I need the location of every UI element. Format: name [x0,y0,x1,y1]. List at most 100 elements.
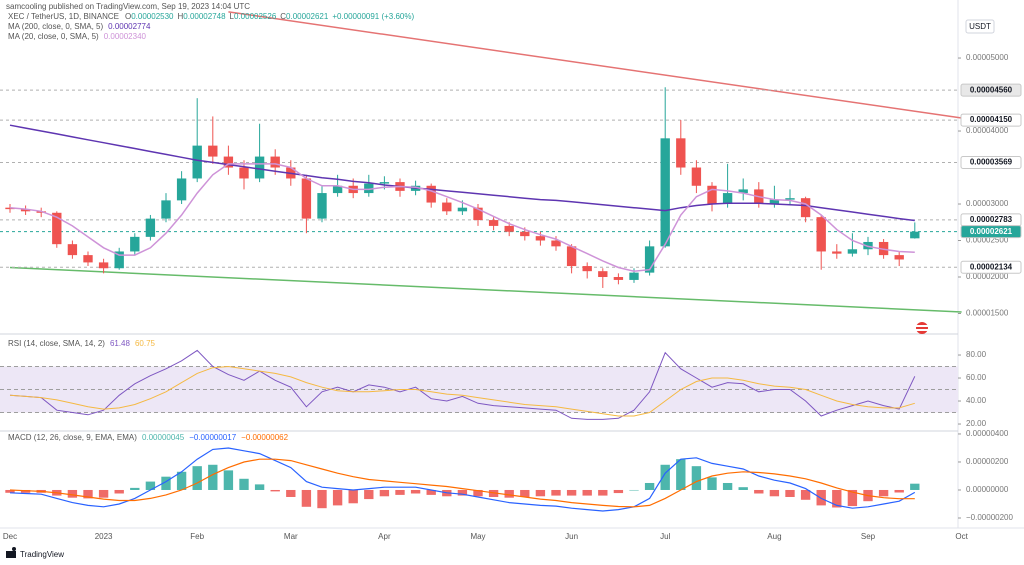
macd-histogram-bar [145,481,156,490]
macd-histogram-bar [161,476,171,490]
trend-line [9,266,962,313]
macd-histogram-bar [878,489,889,497]
macd-histogram-bar [629,489,639,491]
candle-body [332,185,343,194]
legend-text: +0.00000091 (+3.60%) [332,12,414,21]
macd-histogram-bar [348,489,358,504]
moving-average-line [9,124,915,222]
moving-average-line [9,163,915,272]
macd-histogram-bar [223,470,234,490]
y-tick-label: 0.00000400 [966,429,1009,438]
candle-body [910,231,920,239]
level-label: 0.00003569 [970,158,1013,167]
candle-body [208,145,218,157]
macd-histogram-bar [457,489,468,496]
y-tick-label: 0.00004000 [966,126,1009,135]
legend-text: MA (200, close, 0, SMA, 5) [8,22,103,31]
x-tick-label: Apr [378,532,391,541]
y-tick-label: 40.00 [966,396,987,405]
level-label: 0.00002783 [970,215,1013,224]
level-label-box [960,155,1022,169]
candle-body [145,218,156,237]
macd-histogram-bar [769,489,780,497]
level-label-box [960,113,1022,127]
candle-body [551,240,561,247]
candle-body [426,185,436,203]
y-tick-label: 0.00003000 [966,199,1009,208]
macd-histogram-bar [208,464,218,490]
y-tick-label: 0.00002500 [966,236,1009,245]
y-tick-label: 0.00002000 [966,272,1009,281]
x-tick-label: Aug [767,532,781,541]
candle-body [769,199,780,205]
macd-histogram-bar [83,489,93,499]
candle-body [520,231,530,237]
legend-text: 0.00000045 [142,433,185,442]
indicator-line [9,365,915,417]
macd-histogram-bar [317,489,327,509]
macd-histogram-bar [426,489,436,495]
candle-body [379,182,390,184]
legend-entry: MACD (12, 26, close, 9, EMA, EMA) 0.00000… [8,433,289,442]
candle-body [785,198,795,200]
legend-text: 60.75 [135,339,156,348]
indicator-line [9,447,916,512]
x-tick-label: Oct [955,532,968,541]
macd-histogram-bar [520,489,530,497]
candle-body [894,255,904,260]
macd-histogram-bar [644,482,655,490]
macd-histogram-bar [738,487,748,490]
macd-histogram-bar [130,487,140,490]
legend-text: −0.00000062 [241,433,288,442]
macd-histogram-bar [379,489,390,497]
candle-body [644,246,655,273]
candle-body [223,156,234,168]
publisher-note: samcooling published on TradingView.com,… [6,2,250,11]
macd-histogram-bar [5,489,15,493]
legend-text: 0.00002774 [108,22,151,31]
candle-body [130,236,140,252]
candle-body [317,193,327,219]
y-tick-label: 80.00 [966,350,987,359]
y-tick-label: 0.00005000 [966,53,1009,62]
macd-histogram-bar [676,459,686,490]
trend-line [228,11,962,119]
candle-body [161,200,171,219]
macd-histogram-bar [332,489,343,506]
candle-body [598,271,608,278]
macd-histogram-bar [395,489,405,495]
legend-entry: RSI (14, close, SMA, 14, 2) 61.48 60.75 [8,339,156,348]
level-label: 0.00002621 [970,227,1013,236]
candle-body [660,138,670,247]
candle-body [254,156,265,179]
flag-icon [916,322,928,334]
level-label: 0.00002134 [970,262,1013,271]
currency-box[interactable] [965,19,995,34]
legend-entry: MA (200, close, 0, SMA, 5) 0.00002774 [8,22,151,31]
legend-text: O [125,12,131,21]
legend-text: L [230,12,235,21]
candle-body [488,220,499,226]
macd-histogram-bar [176,471,187,490]
candle-body [83,255,93,263]
legend-entry: MA (20, close, 0, SMA, 5) 0.00002340 [8,32,147,41]
indicator-line [9,349,916,420]
y-tick-label: 60.00 [966,373,987,382]
candle-body [800,198,811,218]
candle-body [691,167,702,186]
candle-body [816,217,826,252]
candle-body [629,272,639,280]
macd-histogram-bar [566,489,577,496]
legend-entry: XEC / TetherUS, 1D, BINANCE O0.00002530 H0… [8,12,414,21]
candle-body [613,277,624,280]
macd-histogram-bar [910,483,920,490]
macd-histogram-bar [785,489,795,497]
candle-body [442,202,452,212]
x-tick-label: Mar [284,532,298,541]
macd-histogram-bar [192,466,202,490]
legend-text: 0.00002530 [131,12,174,21]
brand: TradingView [20,550,64,559]
macd-histogram-bar [832,489,842,508]
